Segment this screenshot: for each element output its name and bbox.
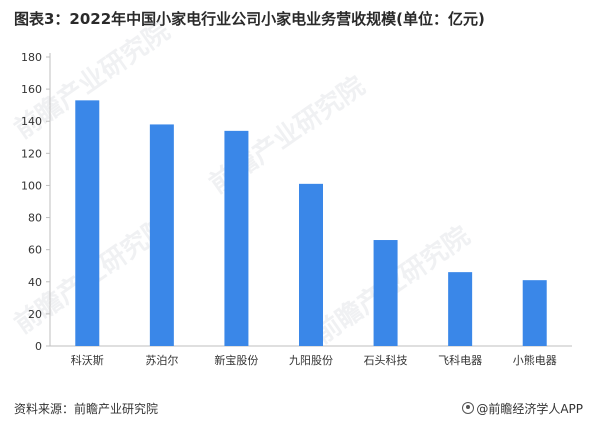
y-tick-label: 140 [21, 115, 42, 128]
y-tick-label: 60 [28, 244, 42, 257]
brand-credit-text: @前瞻经济学人APP [476, 402, 583, 416]
y-tick-label: 20 [28, 308, 42, 321]
x-category-label: 新宝股份 [214, 353, 258, 367]
bar-5 [373, 240, 398, 346]
source-note: 资料来源：前瞻产业研究院 [14, 402, 159, 416]
x-category-label: 科沃斯 [71, 353, 104, 367]
x-category-label: 小熊电器 [513, 353, 557, 367]
y-tick-label: 180 [21, 51, 42, 64]
bar-7 [522, 280, 547, 346]
brand-logo-icon [462, 402, 475, 414]
y-axis: 0 20 40 60 80 100 120 140 160 180 [21, 51, 51, 353]
x-category-label: 石头科技 [364, 353, 408, 367]
category-labels: 科沃斯 苏泊尔 新宝股份 九阳股份 石头科技 飞科电器 小熊电器 [71, 353, 557, 367]
bar-2 [149, 124, 174, 346]
y-tick-label: 40 [28, 276, 42, 289]
bar-4 [299, 183, 323, 346]
brand-credit: @前瞻经济学人APP [462, 400, 583, 417]
bars-group [75, 100, 547, 346]
bar-6 [448, 272, 473, 346]
chart-title: 图表3：2022年中国小家电行业公司小家电业务营收规模(单位：亿元) [14, 10, 485, 28]
y-tick-label: 120 [21, 147, 42, 160]
y-tick-label: 0 [35, 340, 42, 353]
x-category-label: 九阳股份 [289, 354, 333, 367]
y-tick-label: 100 [21, 179, 42, 192]
x-category-label: 苏泊尔 [145, 354, 178, 367]
x-category-label: 飞科电器 [438, 353, 482, 367]
bar-3 [224, 130, 249, 346]
y-tick-label: 80 [28, 212, 42, 225]
bar-1 [75, 100, 100, 346]
y-tick-label: 160 [21, 83, 42, 96]
